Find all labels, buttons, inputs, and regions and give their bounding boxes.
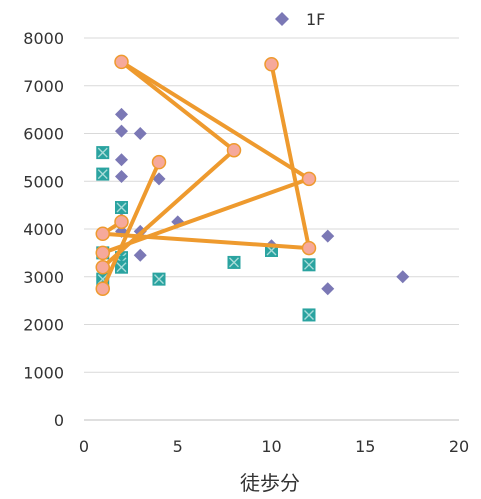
square-point-cross (154, 274, 164, 285)
circle-point (301, 171, 317, 187)
square-point-cross (304, 309, 314, 320)
square-point-cross (229, 257, 239, 268)
x-tick-label: 10 (261, 437, 281, 456)
circle-point (95, 281, 110, 296)
legend-label: 1F (306, 10, 325, 29)
circle-point (95, 226, 110, 242)
square-point-cross (304, 259, 314, 270)
diamond-point (133, 127, 147, 140)
y-tick-label: 7000 (23, 77, 64, 96)
diamond-point (115, 107, 128, 121)
circle-point (264, 57, 279, 72)
diamond-point (133, 248, 147, 262)
y-tick-label: 1000 (23, 363, 64, 382)
y-tick-label: 2000 (23, 316, 64, 335)
circle-point (226, 142, 242, 158)
y-tick-label: 4000 (23, 220, 64, 239)
legend: 1F (275, 10, 325, 29)
diamond-point (321, 282, 335, 296)
circle-point (114, 54, 129, 70)
x-tick-label: 0 (79, 437, 89, 456)
circle-point (114, 214, 129, 230)
legend-diamond-marker (275, 12, 289, 26)
square-point-cross (97, 169, 108, 180)
diamond-point (152, 172, 166, 186)
y-tick-label: 5000 (23, 172, 64, 191)
diamond-point (115, 124, 128, 138)
square-point-cross (116, 262, 127, 273)
series-layer (95, 54, 410, 322)
x-tick-label: 15 (355, 437, 375, 456)
x-tick-label: 5 (173, 437, 183, 456)
y-tick-label: 6000 (23, 125, 64, 144)
circle-point (95, 259, 110, 275)
y-tick-label: 0 (54, 411, 64, 430)
diamond-point (115, 169, 128, 183)
circle-point (151, 154, 167, 170)
axis-layer: 0 1000 2000 3000 4000 5000 6000 7000 8000 0 5 10 15 2… (23, 29, 469, 456)
diamond-point (115, 153, 128, 167)
diamond-point (321, 229, 335, 243)
square-point-cross (116, 202, 127, 213)
y-tick-label: 8000 (23, 29, 64, 48)
circle-point (301, 240, 317, 256)
square-point-cross (97, 147, 108, 158)
circle-point (95, 245, 110, 261)
x-tick-label: 20 (449, 437, 469, 456)
line-segment (100, 160, 161, 291)
diamond-point (396, 270, 410, 284)
x-axis-label: 徒歩分 (240, 471, 300, 495)
y-tick-label: 3000 (23, 268, 64, 287)
